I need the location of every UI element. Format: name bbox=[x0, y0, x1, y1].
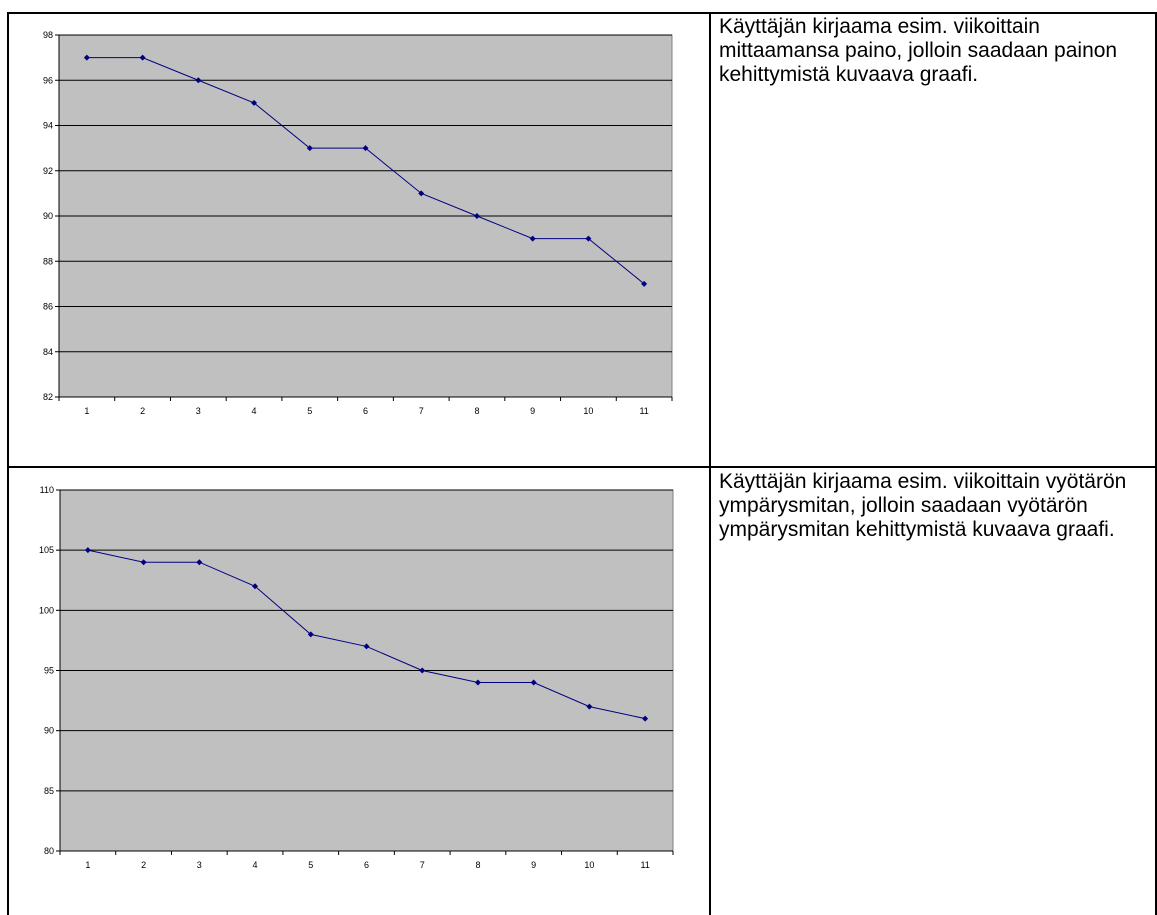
data-point bbox=[641, 280, 648, 287]
x-tick-label: 11 bbox=[640, 860, 649, 870]
x-tick-label: 5 bbox=[307, 406, 312, 416]
y-tick-label: 92 bbox=[43, 166, 53, 176]
x-tick-label: 9 bbox=[531, 860, 536, 870]
y-tick-label: 86 bbox=[43, 302, 53, 312]
x-tick-label: 3 bbox=[196, 406, 201, 416]
y-tick-label: 88 bbox=[43, 256, 53, 266]
data-point bbox=[473, 213, 480, 219]
table-border-middle bbox=[7, 466, 1157, 468]
data-point bbox=[307, 631, 314, 638]
x-tick-label: 2 bbox=[140, 406, 145, 416]
y-tick-label: 94 bbox=[43, 121, 53, 131]
x-tick-label: 8 bbox=[474, 406, 479, 416]
y-tick-label: 96 bbox=[43, 75, 53, 85]
x-tick-label: 4 bbox=[252, 406, 257, 416]
data-point bbox=[140, 559, 147, 566]
data-point bbox=[529, 235, 536, 242]
data-point bbox=[84, 547, 91, 554]
y-tick-label: 98 bbox=[43, 30, 53, 40]
x-tick-label: 3 bbox=[197, 860, 202, 870]
x-tick-label: 9 bbox=[530, 406, 535, 416]
y-tick-label: 84 bbox=[43, 347, 53, 357]
data-point bbox=[419, 667, 426, 674]
data-point bbox=[195, 77, 202, 84]
data-point bbox=[363, 643, 370, 650]
x-tick-label: 5 bbox=[308, 860, 313, 870]
y-tick-label: 85 bbox=[44, 786, 54, 796]
table-border-top bbox=[7, 12, 1157, 14]
data-point bbox=[474, 679, 481, 686]
data-point bbox=[642, 715, 649, 722]
data-point bbox=[586, 703, 593, 710]
data-point bbox=[251, 99, 258, 106]
x-tick-label: 7 bbox=[419, 406, 424, 416]
data-point bbox=[306, 145, 313, 152]
x-tick-label: 2 bbox=[141, 860, 146, 870]
data-point bbox=[252, 583, 259, 590]
y-tick-label: 90 bbox=[43, 211, 53, 221]
x-tick-label: 10 bbox=[584, 860, 594, 870]
x-tick-label: 4 bbox=[253, 860, 258, 870]
y-tick-label: 95 bbox=[44, 666, 54, 676]
data-point bbox=[362, 145, 369, 152]
y-tick-label: 105 bbox=[39, 545, 54, 555]
data-point bbox=[585, 235, 592, 242]
x-tick-label: 1 bbox=[84, 406, 89, 416]
y-tick-label: 90 bbox=[44, 726, 54, 736]
data-point bbox=[530, 679, 537, 686]
data-point bbox=[139, 54, 146, 61]
x-tick-label: 11 bbox=[639, 406, 648, 416]
data-point bbox=[83, 54, 90, 61]
x-tick-label: 8 bbox=[475, 860, 480, 870]
table-border-right bbox=[1155, 12, 1157, 915]
data-point bbox=[418, 190, 425, 197]
y-tick-label: 100 bbox=[39, 605, 54, 615]
y-tick-label: 110 bbox=[40, 485, 54, 495]
x-tick-label: 1 bbox=[85, 860, 90, 870]
table-border-left bbox=[7, 12, 9, 915]
data-point bbox=[196, 559, 203, 566]
table-border-divider bbox=[709, 12, 711, 915]
waist-chart-description: Käyttäjän kirjaama esim. viikoittain vyö… bbox=[719, 470, 1127, 541]
weight-chart-description: Käyttäjän kirjaama esim. viikoittain mit… bbox=[719, 15, 1118, 86]
y-tick-label: 82 bbox=[43, 392, 53, 402]
x-tick-label: 6 bbox=[363, 406, 368, 416]
y-tick-label: 80 bbox=[44, 846, 54, 856]
x-tick-label: 10 bbox=[583, 406, 593, 416]
x-tick-label: 6 bbox=[364, 860, 369, 870]
x-tick-label: 7 bbox=[420, 860, 425, 870]
